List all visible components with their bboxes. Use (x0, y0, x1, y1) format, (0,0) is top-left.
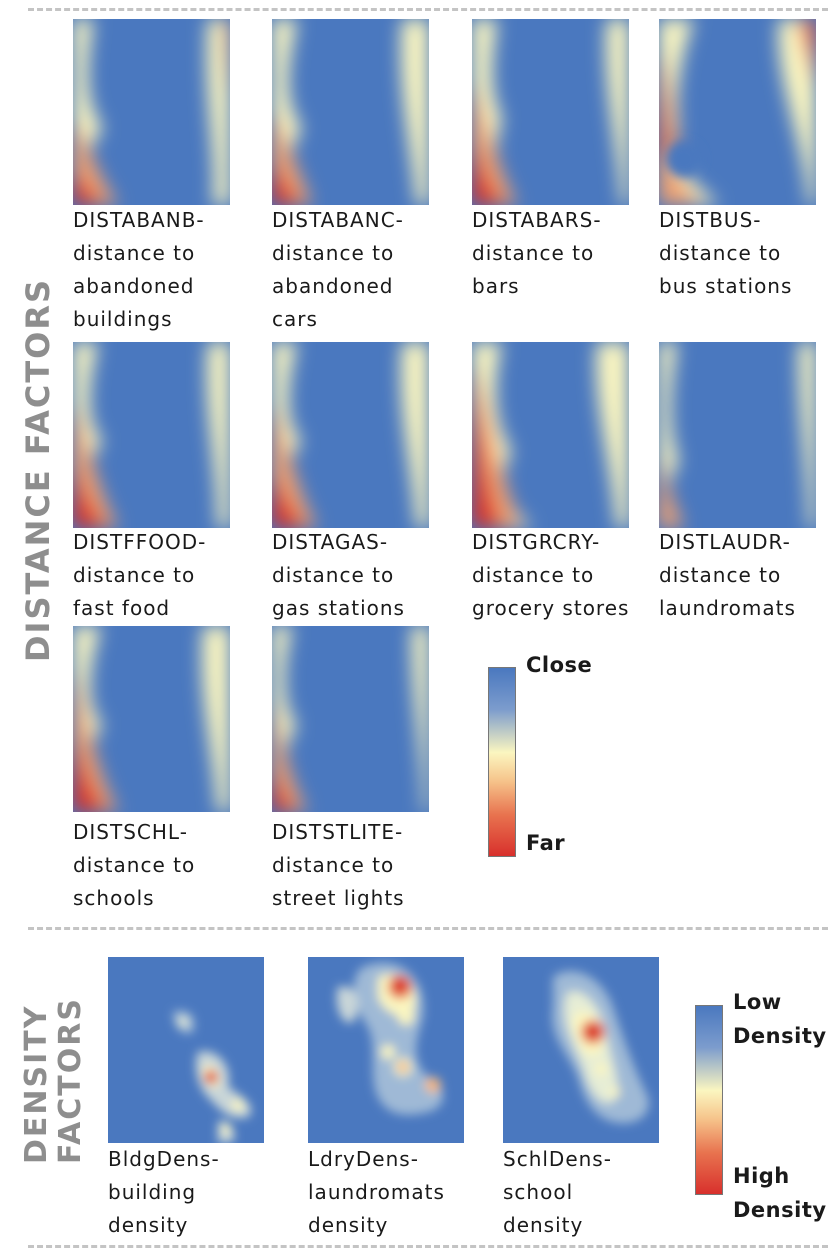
caption-distffood: DISTFFOOD- distance to fast food (73, 526, 248, 625)
distance-factors-label: DISTANCE FACTORS (19, 277, 57, 662)
caption-code: DISTBUS- (659, 208, 762, 232)
caption-code: DISTABARS- (472, 208, 602, 232)
caption-line: density (503, 1213, 584, 1237)
caption-line: distance to (659, 563, 782, 587)
caption-line: bars (472, 274, 520, 298)
caption-line: density (308, 1213, 389, 1237)
caption-code: LdryDens- (308, 1147, 419, 1171)
density-label-line1: DENSITY (19, 1004, 54, 1164)
caption-line: distance to (472, 241, 595, 265)
caption-code: DISTABANB- (73, 208, 205, 232)
caption-line: building (108, 1180, 197, 1204)
map-distffood (73, 342, 230, 528)
map-ldrydens (308, 957, 464, 1143)
map-diststlite (272, 626, 429, 812)
caption-code: DISTLAUDR- (659, 530, 791, 554)
caption-ldrydens: LdryDens- laundromats density (308, 1143, 483, 1242)
caption-bldgdens: BldgDens- building density (108, 1143, 283, 1242)
caption-distabars: DISTABARS- distance to bars (472, 204, 647, 303)
caption-code: DISTAGAS- (272, 530, 389, 554)
caption-line: street lights (272, 886, 405, 910)
map-distlaudr (659, 342, 816, 528)
caption-line: distance to (73, 853, 196, 877)
caption-distagas: DISTAGAS- distance to gas stations (272, 526, 447, 625)
map-distgrcry (472, 342, 629, 528)
caption-line: buildings (73, 307, 173, 331)
caption-line: fast food (73, 596, 171, 620)
map-distabars (472, 19, 629, 205)
caption-code: DISTFFOOD- (73, 530, 207, 554)
legend-low-density-label: Low Density (733, 985, 827, 1053)
map-distabanc (272, 19, 429, 205)
caption-distschl: DISTSCHL- distance to schools (73, 816, 248, 915)
caption-code: DISTABANC- (272, 208, 404, 232)
legend-far-label: Far (526, 826, 565, 860)
map-distagas (272, 342, 429, 528)
legend-far-text: Far (526, 831, 566, 855)
caption-line: gas stations (272, 596, 405, 620)
map-distschl (73, 626, 230, 812)
caption-line: bus stations (659, 274, 793, 298)
middle-divider (28, 927, 828, 930)
caption-line: distance to (73, 241, 196, 265)
legend-close-text: Close (526, 653, 593, 677)
caption-line: laundromats (659, 596, 796, 620)
map-distbus (659, 19, 816, 205)
caption-distbus: DISTBUS- distance to bus stations (659, 204, 834, 303)
caption-line: distance to (472, 563, 595, 587)
legend-high-text: High (733, 1164, 790, 1188)
caption-code: SchlDens- (503, 1147, 612, 1171)
caption-schldens: SchlDens- school density (503, 1143, 678, 1242)
legend-close-label: Close (526, 648, 592, 682)
caption-line: cars (272, 307, 318, 331)
caption-line: schools (73, 886, 155, 910)
caption-code: DISTSCHL- (73, 820, 188, 844)
density-factors-label: DENSITY FACTORS (19, 997, 88, 1164)
caption-distabanc: DISTABANC- distance to abandoned cars (272, 204, 447, 336)
caption-line: density (108, 1213, 189, 1237)
caption-distgrcry: DISTGRCRY- distance to grocery stores (472, 526, 647, 625)
caption-distabanb: DISTABANB- distance to abandoned buildin… (73, 204, 248, 336)
density-label-line2: FACTORS (53, 997, 88, 1164)
caption-line: distance to (272, 853, 395, 877)
distance-legend-bar (488, 667, 516, 857)
caption-diststlite: DISTSTLITE- distance to street lights (272, 816, 447, 915)
bottom-divider (28, 1245, 828, 1248)
caption-code: DISTGRCRY- (472, 530, 601, 554)
caption-line: distance to (272, 563, 395, 587)
density-legend-bar (695, 1005, 723, 1195)
caption-distlaudr: DISTLAUDR- distance to laundromats (659, 526, 834, 625)
caption-line: distance to (272, 241, 395, 265)
map-bldgdens (108, 957, 264, 1143)
caption-line: grocery stores (472, 596, 630, 620)
caption-code: DISTSTLITE- (272, 820, 404, 844)
caption-code: BldgDens- (108, 1147, 220, 1171)
legend-low-text: Low (733, 990, 782, 1014)
map-schldens (503, 957, 659, 1143)
caption-line: laundromats (308, 1180, 445, 1204)
caption-line: abandoned (73, 274, 195, 298)
caption-line: distance to (73, 563, 196, 587)
caption-line: abandoned (272, 274, 394, 298)
caption-line: distance to (659, 241, 782, 265)
top-divider (28, 8, 828, 11)
legend-density-text: Density (733, 1198, 827, 1222)
legend-density-text: Density (733, 1024, 827, 1048)
caption-line: school (503, 1180, 574, 1204)
legend-high-density-label: High Density (733, 1159, 827, 1227)
map-distabanb (73, 19, 230, 205)
